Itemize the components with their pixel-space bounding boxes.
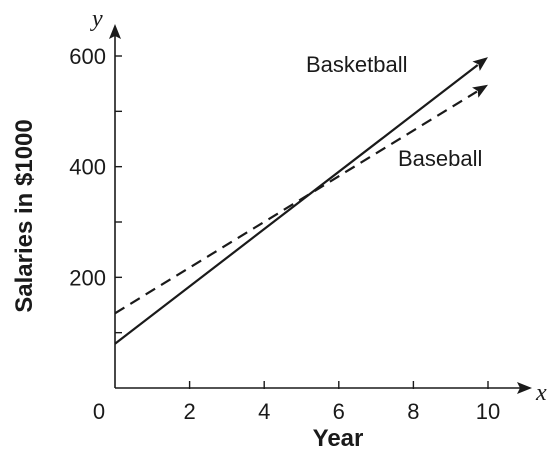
series-baseball: Baseball	[114, 84, 488, 315]
x-tick-label: 6	[333, 399, 345, 424]
x-axis-title: Year	[313, 425, 364, 452]
series-arrowhead	[472, 57, 488, 72]
x-tick-label: 10	[476, 399, 500, 424]
series-line	[114, 90, 478, 315]
x-tick-label: 2	[183, 399, 195, 424]
y-tick-label: 600	[69, 44, 106, 69]
series-arrowhead	[472, 84, 488, 98]
series-line	[114, 64, 479, 345]
series-layer: Basketball Baseball	[114, 52, 488, 345]
series-label: Basketball	[306, 52, 408, 77]
y-axis-variable: y	[90, 6, 103, 32]
series-label: Baseball	[398, 146, 482, 171]
y-tick-label: 400	[69, 155, 106, 180]
x-axis-arrow	[517, 382, 532, 394]
x-tick-label: 8	[407, 399, 419, 424]
ticks: 0 2 4 6 8 10 200 400 600	[69, 44, 500, 424]
y-axis-arrow	[109, 24, 121, 39]
x-tick-label: 0	[93, 399, 105, 424]
x-axis-variable: x	[535, 380, 547, 406]
axes	[109, 24, 532, 394]
y-axis-title: Salaries in $1000	[11, 119, 38, 312]
series-basketball: Basketball	[114, 52, 488, 345]
x-tick-label: 4	[258, 399, 270, 424]
y-tick-label: 200	[69, 265, 106, 290]
